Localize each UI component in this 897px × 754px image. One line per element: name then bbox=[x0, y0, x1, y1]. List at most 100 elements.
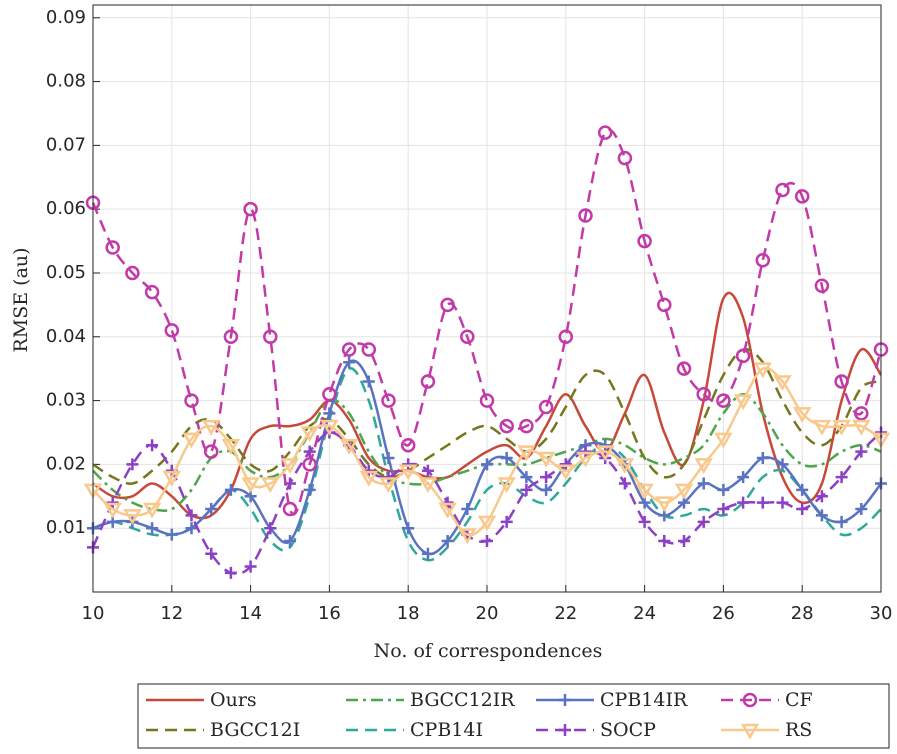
marker bbox=[481, 534, 493, 547]
marker bbox=[655, 496, 674, 513]
marker bbox=[717, 503, 730, 516]
marker bbox=[519, 418, 534, 434]
marker bbox=[402, 522, 415, 535]
marker bbox=[815, 509, 828, 522]
marker bbox=[441, 534, 454, 547]
series bbox=[87, 426, 887, 579]
marker bbox=[399, 464, 418, 481]
marker bbox=[834, 374, 849, 389]
marker bbox=[162, 470, 181, 487]
legend-label: CPB14I bbox=[410, 719, 483, 741]
marker bbox=[182, 432, 201, 449]
marker bbox=[142, 502, 162, 519]
marker bbox=[536, 451, 556, 468]
y-tick-label: 0.01 bbox=[46, 517, 86, 538]
marker bbox=[696, 386, 711, 402]
marker bbox=[105, 240, 120, 255]
marker bbox=[223, 329, 239, 345]
marker bbox=[694, 458, 713, 474]
series bbox=[87, 356, 887, 560]
marker bbox=[576, 451, 595, 468]
x-axis-label: No. of correspondences bbox=[374, 640, 603, 662]
marker bbox=[520, 471, 533, 484]
marker bbox=[733, 394, 753, 411]
marker bbox=[303, 445, 316, 458]
marker bbox=[461, 503, 474, 516]
legend-label: CF bbox=[785, 689, 813, 711]
marker bbox=[735, 348, 751, 364]
series bbox=[92, 347, 882, 485]
marker bbox=[657, 297, 672, 313]
y-tick-label: 0.04 bbox=[46, 326, 86, 347]
legend-label: Ours bbox=[210, 689, 257, 711]
marker bbox=[479, 393, 495, 408]
marker bbox=[438, 502, 457, 519]
marker bbox=[300, 426, 319, 442]
marker bbox=[402, 458, 415, 471]
marker bbox=[341, 342, 357, 357]
x-tick-label: 10 bbox=[82, 603, 105, 624]
line bbox=[92, 291, 883, 520]
marker bbox=[362, 375, 375, 388]
marker bbox=[776, 496, 789, 509]
marker bbox=[676, 361, 692, 376]
marker bbox=[855, 503, 868, 516]
marker bbox=[146, 522, 159, 535]
marker bbox=[540, 471, 553, 484]
marker bbox=[244, 560, 257, 573]
y-axis-label: RMSE (au) bbox=[10, 247, 32, 352]
marker bbox=[638, 515, 651, 528]
marker bbox=[421, 547, 434, 560]
marker bbox=[302, 457, 317, 472]
marker bbox=[756, 452, 769, 465]
marker bbox=[282, 501, 298, 517]
legend-box bbox=[137, 683, 890, 749]
marker bbox=[753, 362, 772, 379]
marker bbox=[320, 419, 339, 436]
marker bbox=[361, 342, 377, 357]
marker bbox=[460, 329, 475, 345]
marker bbox=[106, 496, 119, 509]
marker bbox=[617, 150, 633, 166]
marker bbox=[359, 470, 378, 487]
marker bbox=[381, 393, 396, 408]
marker bbox=[815, 490, 828, 503]
marker bbox=[773, 375, 792, 391]
marker bbox=[579, 445, 592, 458]
marker bbox=[500, 515, 513, 528]
marker bbox=[382, 452, 395, 465]
marker bbox=[812, 419, 832, 436]
marker bbox=[499, 418, 514, 434]
marker bbox=[517, 445, 536, 462]
marker bbox=[458, 528, 477, 545]
marker bbox=[716, 393, 731, 408]
line bbox=[92, 366, 882, 537]
plot-frame bbox=[92, 4, 882, 593]
marker bbox=[224, 483, 237, 496]
marker bbox=[125, 265, 140, 281]
marker bbox=[123, 509, 142, 525]
legend-label: CPB14IR bbox=[600, 689, 688, 711]
legend-label: SOCP bbox=[600, 719, 656, 741]
marker bbox=[303, 483, 316, 496]
marker bbox=[835, 515, 848, 528]
marker bbox=[261, 477, 280, 494]
marker bbox=[755, 252, 771, 268]
y-tick-label: 0.08 bbox=[46, 71, 86, 92]
marker bbox=[776, 458, 789, 471]
marker bbox=[742, 692, 758, 708]
marker bbox=[559, 724, 571, 736]
marker bbox=[184, 393, 199, 408]
marker bbox=[559, 694, 571, 706]
marker bbox=[618, 477, 631, 490]
marker bbox=[556, 464, 575, 481]
marker bbox=[280, 458, 300, 474]
marker bbox=[599, 439, 612, 452]
marker bbox=[520, 483, 533, 496]
marker bbox=[165, 528, 178, 541]
marker bbox=[674, 483, 694, 500]
marker bbox=[559, 458, 572, 471]
y-tick-label: 0.07 bbox=[46, 134, 86, 155]
y-tick-label: 0.02 bbox=[46, 453, 86, 474]
